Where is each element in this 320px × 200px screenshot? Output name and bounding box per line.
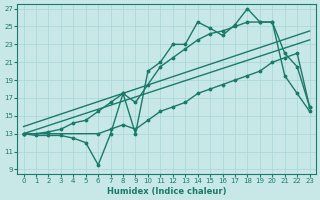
X-axis label: Humidex (Indice chaleur): Humidex (Indice chaleur) <box>107 187 226 196</box>
